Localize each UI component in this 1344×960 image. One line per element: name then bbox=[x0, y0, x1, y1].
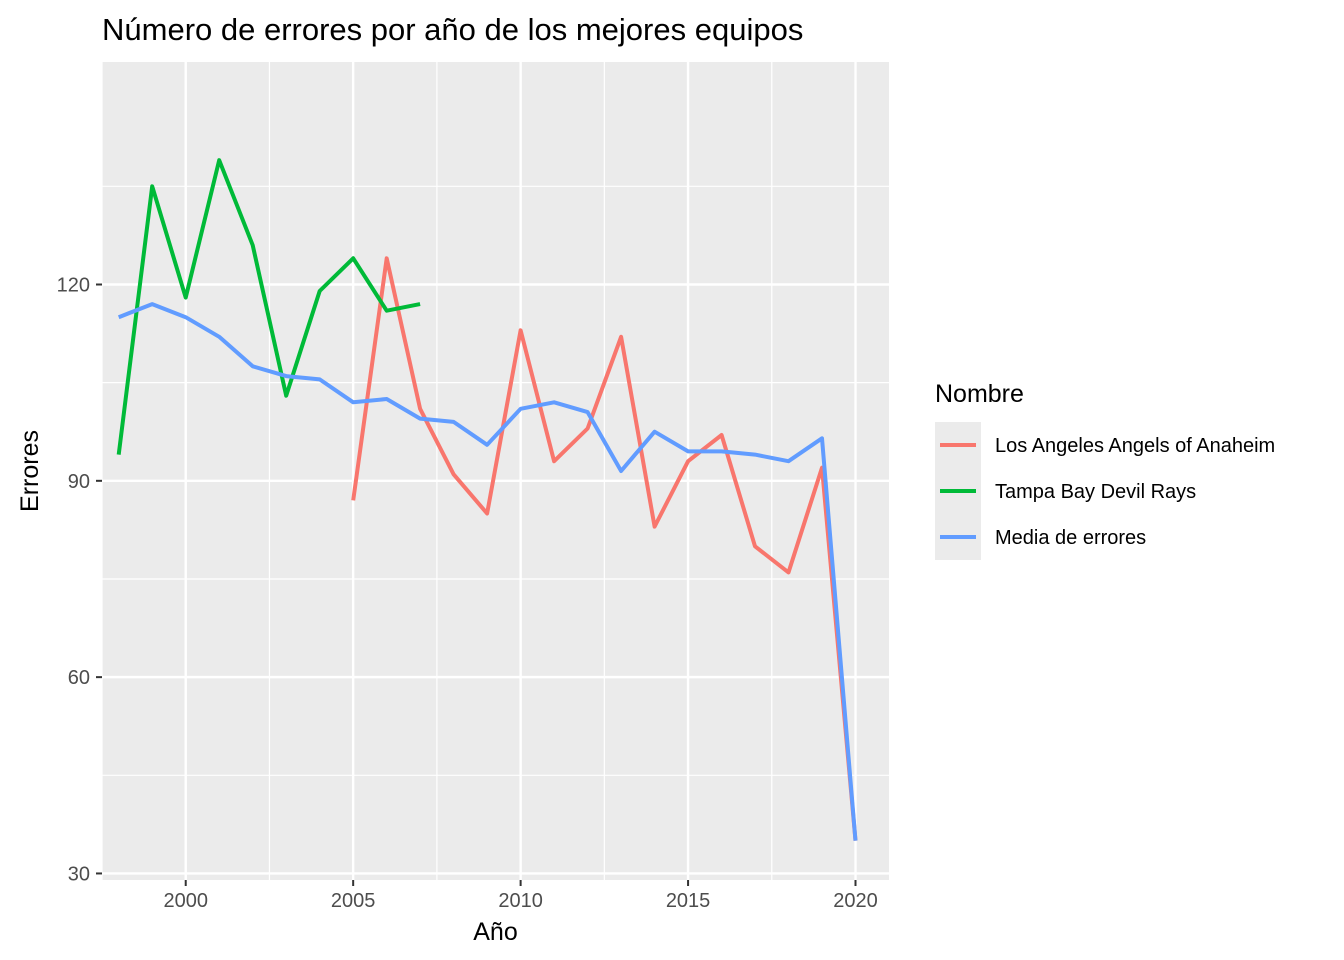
series-line bbox=[351, 256, 858, 841]
x-tick-label: 2010 bbox=[498, 890, 543, 912]
series-line bbox=[117, 302, 858, 841]
x-axis-title: Año bbox=[473, 918, 517, 946]
y-tick-label: 90 bbox=[68, 471, 90, 493]
legend-items: Los Angeles Angels of Anaheim Tampa Bay D… bbox=[935, 422, 1275, 560]
series-line bbox=[116, 158, 421, 455]
y-axis-title: Errores bbox=[16, 430, 44, 512]
y-tick-label: 60 bbox=[68, 667, 90, 689]
x-tick-label: 2015 bbox=[666, 890, 711, 912]
y-axis: 30 60 90 120 bbox=[57, 274, 102, 885]
chart-title: Número de errores por año de los mejores… bbox=[102, 12, 803, 47]
minor-gridlines bbox=[101, 62, 889, 880]
plot-panel bbox=[101, 62, 889, 880]
legend: Nombre Los Angeles Angels of Anaheim Tamp… bbox=[935, 380, 1275, 560]
x-tick-label: 2005 bbox=[331, 890, 376, 912]
legend-label: Tampa Bay Devil Rays bbox=[995, 481, 1196, 503]
legend-label: Media de errores bbox=[995, 527, 1146, 549]
legend-title: Nombre bbox=[935, 380, 1024, 408]
x-tick-label: 2000 bbox=[163, 890, 208, 912]
series-lines bbox=[116, 158, 858, 841]
x-tick-label: 2020 bbox=[833, 890, 878, 912]
legend-label: Los Angeles Angels of Anaheim bbox=[995, 435, 1275, 457]
y-tick-label: 120 bbox=[57, 274, 90, 296]
x-axis: 2000 2005 2010 2015 2020 bbox=[163, 880, 878, 912]
major-gridlines bbox=[102, 62, 889, 880]
y-tick-label: 30 bbox=[68, 863, 90, 885]
